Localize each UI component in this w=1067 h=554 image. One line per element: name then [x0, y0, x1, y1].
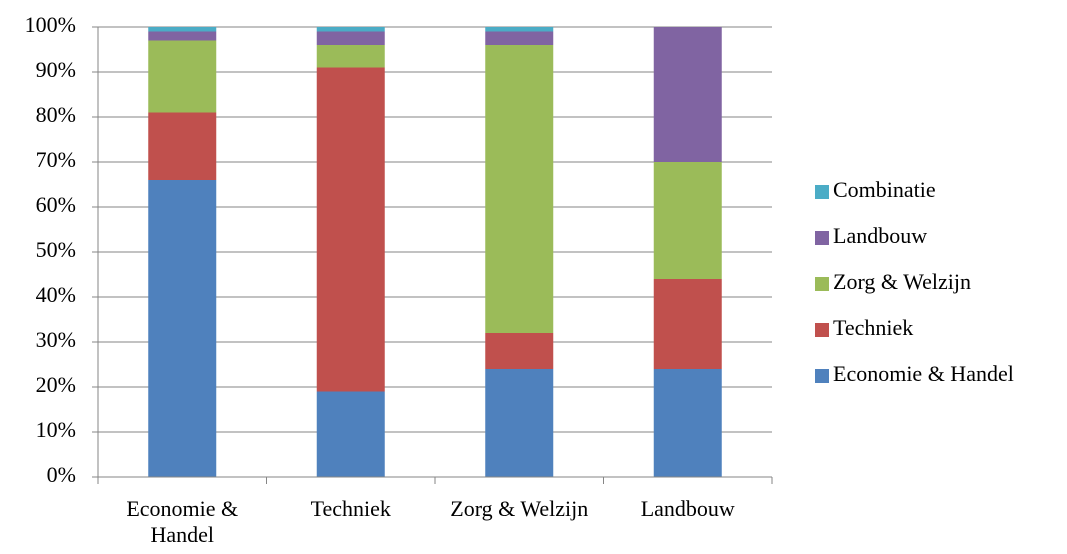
bar-segment: [148, 40, 217, 113]
bar-segment: [316, 67, 385, 392]
bar-segment: [653, 369, 722, 477]
legend-swatch: [815, 231, 829, 245]
bar-segment: [316, 391, 385, 477]
legend-label: Landbouw: [833, 223, 927, 248]
legend-swatch: [815, 277, 829, 291]
bar-segment: [316, 45, 385, 68]
y-tick-label: 20%: [36, 372, 76, 397]
bar-segment: [653, 279, 722, 369]
bar-segment: [148, 180, 217, 477]
x-tick-label: Techniek: [310, 496, 391, 521]
bar-segment: [485, 45, 554, 333]
legend-swatch: [815, 323, 829, 337]
y-tick-label: 40%: [36, 282, 76, 307]
y-tick-label: 10%: [36, 417, 76, 442]
x-tick-label: Zorg & Welzijn: [450, 496, 589, 521]
legend-swatch: [815, 369, 829, 383]
y-tick-label: 0%: [47, 462, 76, 487]
x-tick-label: Landbouw: [640, 496, 735, 521]
y-tick-label: 30%: [36, 327, 76, 352]
bar-segment: [316, 27, 385, 32]
y-tick-label: 50%: [36, 237, 76, 262]
y-tick-label: 60%: [36, 192, 76, 217]
bar-segment: [485, 31, 554, 45]
x-tick-label: Economie & Handel: [126, 496, 239, 547]
bar-segment: [485, 369, 554, 477]
y-tick-label: 90%: [36, 57, 76, 82]
legend-label: Zorg & Welzijn: [833, 269, 971, 294]
legend-label: Economie & Handel: [833, 361, 1014, 386]
bar-segment: [148, 31, 217, 41]
bar-segment: [485, 27, 554, 32]
bar-segment: [485, 333, 554, 369]
legend-swatch: [815, 185, 829, 199]
bar-segment: [316, 31, 385, 45]
y-tick-label: 70%: [36, 147, 76, 172]
legend-label: Combinatie: [833, 177, 936, 202]
bar-segment: [148, 27, 217, 32]
bar-segment: [653, 162, 722, 279]
y-tick-label: 100%: [25, 12, 76, 37]
y-tick-label: 80%: [36, 102, 76, 127]
bar-segment: [653, 27, 722, 162]
bar-segment: [148, 112, 217, 180]
legend-label: Techniek: [833, 315, 913, 340]
